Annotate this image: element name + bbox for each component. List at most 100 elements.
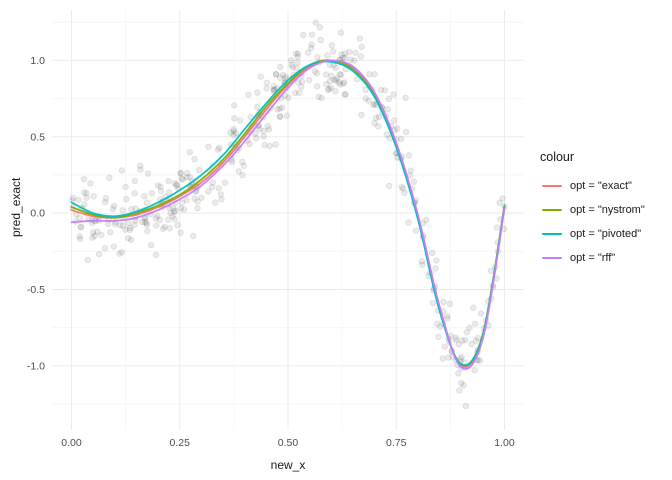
scatter-point — [81, 201, 88, 208]
scatter-point — [143, 221, 151, 228]
scatter-point — [237, 117, 244, 124]
scatter-point — [474, 334, 482, 342]
scatter-point — [77, 223, 85, 231]
scatter-point — [214, 146, 222, 153]
scatter-point — [322, 71, 330, 78]
scatter-point — [336, 71, 344, 78]
scatter-point — [412, 227, 420, 234]
scatter-point — [231, 115, 238, 122]
scatter-point — [110, 243, 117, 250]
scatter-point — [89, 229, 97, 236]
scatter-point — [313, 70, 321, 77]
scatter-point — [272, 141, 279, 148]
scatter-point — [119, 207, 126, 214]
scatter-point — [377, 86, 385, 94]
scatter-point — [75, 196, 82, 203]
scatter-point — [161, 223, 168, 231]
scatter-point — [285, 94, 292, 101]
scatter-point — [125, 235, 132, 242]
scatter-point — [83, 194, 90, 201]
legend: colour opt = "exact" opt = "nystrom" opt =… — [540, 150, 670, 270]
scatter-point — [390, 117, 398, 124]
scatter-point — [328, 42, 335, 49]
scatter-point — [256, 125, 263, 133]
scatter-point — [362, 95, 369, 102]
scatter-point — [122, 183, 129, 191]
scatter-point — [177, 169, 184, 177]
scatter-point — [131, 177, 139, 185]
scatter-point — [293, 65, 300, 72]
scatter-point — [266, 142, 273, 150]
scatter-point — [418, 258, 426, 265]
scatter-point — [178, 175, 185, 182]
y-axis-title: pred_exact — [9, 177, 23, 237]
scatter-point — [169, 213, 176, 220]
scatter-point — [231, 102, 238, 109]
scatter-point — [463, 329, 470, 336]
x-tick-label: 0.00 — [61, 437, 82, 449]
scatter-point — [253, 134, 260, 142]
scatter-point — [294, 79, 302, 86]
scatter-point — [493, 224, 501, 231]
scatter-point — [422, 216, 430, 224]
curve-rff — [70, 59, 506, 370]
scatter-point — [177, 229, 184, 236]
scatter-point — [401, 189, 408, 197]
scatter-point — [261, 141, 268, 149]
scatter-point — [118, 248, 126, 256]
legend-label: opt = "nystrom" — [570, 204, 645, 216]
scatter-point — [230, 128, 237, 135]
scatter-point — [314, 53, 321, 61]
scatter-point — [410, 178, 418, 185]
scatter-point — [294, 59, 301, 66]
scatter-point — [282, 73, 290, 81]
scatter-point — [339, 54, 346, 61]
scatter-point — [279, 71, 287, 79]
scatter-point — [440, 298, 447, 306]
legend-label: opt = "pivoted" — [570, 228, 642, 240]
legend-item-rff: opt = "rff" — [540, 246, 670, 270]
scatter-point — [194, 198, 201, 205]
scatter-point — [341, 91, 349, 98]
scatter-point — [356, 35, 364, 42]
scatter-point — [123, 196, 130, 203]
scatter-point — [232, 130, 240, 137]
scatter-point — [308, 41, 315, 48]
scatter-point — [457, 355, 464, 362]
scatter-point — [166, 225, 173, 232]
scatter-point — [216, 144, 223, 152]
scatter-point — [444, 315, 451, 322]
scatter-point — [457, 379, 465, 387]
y-tick-label: 1.0 — [30, 55, 45, 67]
scatter-point — [254, 89, 261, 96]
scatter-point — [183, 174, 190, 181]
scatter-point — [351, 57, 358, 64]
scatter-point — [336, 81, 344, 88]
scatter-point — [126, 226, 134, 234]
scatter-point — [288, 61, 295, 69]
scatter-point — [84, 256, 91, 264]
scatter-point — [152, 215, 159, 222]
scatter-point — [101, 199, 109, 206]
scatter-point — [476, 357, 484, 364]
scatter-point — [327, 84, 335, 91]
scatter-point — [171, 208, 178, 215]
scatter-point — [347, 56, 354, 63]
scatter-point — [499, 195, 506, 202]
scatter-point — [339, 80, 347, 87]
scatter-point — [307, 44, 315, 52]
scatter-point — [235, 168, 242, 175]
scatter-point — [370, 101, 377, 108]
scatter-point — [332, 87, 339, 95]
scatter-point — [215, 184, 223, 192]
scatter-point — [111, 202, 118, 210]
scatter-point — [117, 222, 124, 229]
scatter-point — [305, 76, 313, 84]
scatter-point — [298, 83, 305, 90]
scatter-point — [186, 173, 194, 181]
scatter-point — [329, 48, 337, 55]
scatter-point — [445, 354, 452, 361]
scatter-point — [183, 196, 190, 204]
scatter-point — [429, 299, 437, 307]
scatter-point — [318, 94, 325, 102]
